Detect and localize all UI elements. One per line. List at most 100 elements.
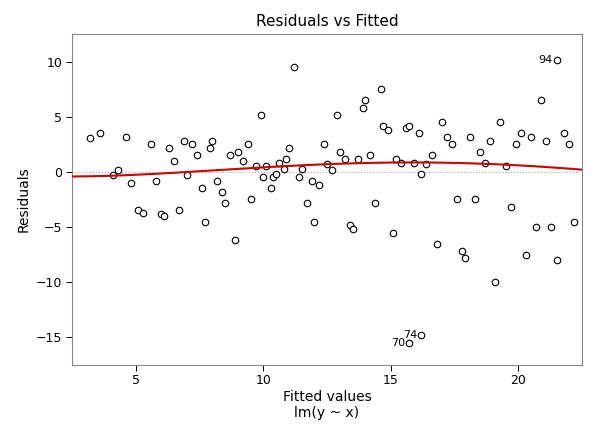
Point — [113, 166, 123, 173]
Point — [416, 332, 426, 338]
Point — [320, 141, 329, 148]
Point — [218, 188, 227, 195]
Point — [322, 161, 332, 168]
Point — [200, 218, 209, 225]
Point — [404, 339, 413, 346]
Point — [284, 144, 293, 151]
Point — [179, 138, 189, 145]
Point — [437, 119, 446, 126]
Point — [157, 210, 166, 217]
Point — [226, 152, 235, 159]
Point — [409, 160, 419, 166]
Point — [401, 124, 411, 131]
Point — [297, 165, 307, 172]
Point — [536, 97, 546, 104]
Point — [416, 171, 426, 178]
Point — [389, 229, 398, 236]
Point — [95, 130, 105, 137]
Point — [532, 224, 541, 230]
Point — [376, 86, 385, 93]
Point — [465, 133, 475, 140]
Point — [452, 196, 462, 203]
Point — [348, 226, 358, 233]
Point — [328, 166, 337, 173]
Point — [391, 155, 401, 162]
Point — [358, 105, 367, 112]
Point — [169, 157, 179, 164]
Point — [353, 155, 362, 162]
Point — [289, 64, 299, 71]
Point — [335, 149, 344, 156]
Point — [396, 160, 406, 166]
Point — [547, 224, 556, 230]
Point — [85, 134, 95, 141]
Point — [569, 218, 579, 225]
Text: 74: 74 — [403, 330, 418, 340]
Point — [139, 209, 148, 216]
Point — [151, 177, 161, 184]
Point — [205, 144, 215, 151]
Point — [108, 172, 118, 179]
Point — [496, 119, 505, 126]
Point — [279, 165, 289, 172]
Point — [427, 152, 436, 159]
Point — [457, 248, 467, 255]
Point — [256, 111, 266, 118]
Point — [491, 279, 500, 286]
Point — [552, 56, 562, 63]
Point — [233, 149, 242, 156]
Point — [251, 163, 260, 170]
Point — [542, 138, 551, 145]
Point — [310, 218, 319, 225]
Point — [521, 251, 531, 258]
Point — [565, 141, 574, 148]
Point — [208, 138, 217, 145]
Point — [146, 141, 156, 148]
Point — [220, 199, 230, 206]
Point — [447, 141, 457, 148]
Point — [371, 199, 380, 206]
Point — [243, 141, 253, 148]
Point — [442, 133, 452, 140]
X-axis label: Fitted values
lm(y ~ x): Fitted values lm(y ~ x) — [283, 390, 371, 420]
Point — [500, 163, 510, 170]
Point — [365, 152, 375, 159]
Point — [187, 141, 197, 148]
Point — [164, 144, 174, 151]
Point — [506, 204, 515, 211]
Point — [133, 207, 143, 214]
Point — [230, 237, 240, 244]
Point — [361, 97, 370, 104]
Point — [480, 160, 490, 166]
Point — [294, 174, 304, 181]
Point — [212, 177, 222, 184]
Point — [197, 185, 207, 192]
Y-axis label: Residuals: Residuals — [16, 166, 31, 233]
Point — [460, 254, 470, 261]
Point — [345, 221, 355, 228]
Point — [192, 152, 202, 159]
Point — [269, 174, 278, 181]
Point — [470, 196, 480, 203]
Point — [302, 199, 311, 206]
Point — [259, 174, 268, 181]
Point — [238, 157, 248, 164]
Point — [414, 130, 424, 137]
Point — [174, 207, 184, 214]
Point — [383, 127, 393, 133]
Point — [274, 160, 283, 166]
Point — [485, 138, 495, 145]
Title: Residuals vs Fitted: Residuals vs Fitted — [256, 14, 398, 29]
Point — [526, 133, 536, 140]
Point — [271, 171, 281, 178]
Point — [340, 155, 350, 162]
Point — [332, 111, 342, 118]
Point — [475, 149, 485, 156]
Point — [516, 130, 526, 137]
Point — [261, 163, 271, 170]
Point — [182, 172, 191, 179]
Point — [511, 141, 521, 148]
Point — [378, 122, 388, 129]
Point — [432, 240, 442, 247]
Point — [404, 122, 413, 129]
